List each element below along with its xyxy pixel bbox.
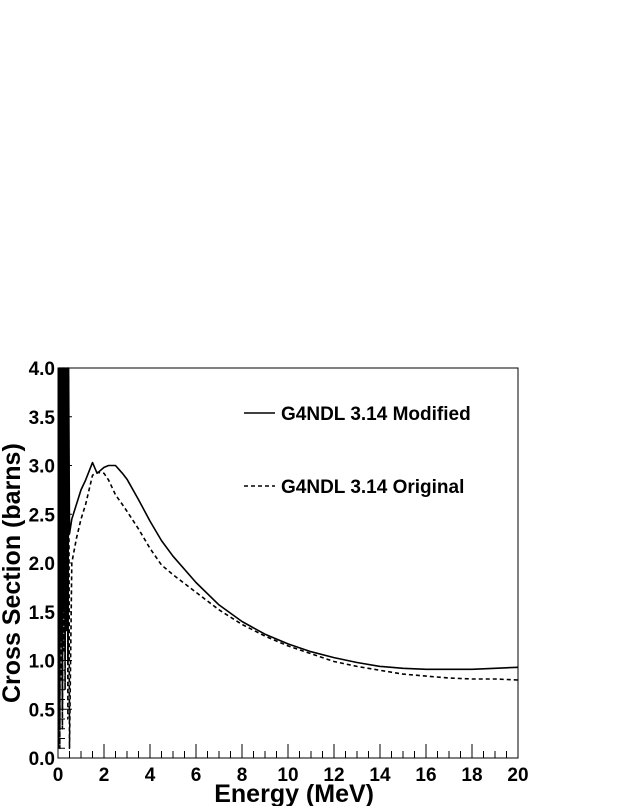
x-tick-label: 20 [507,765,528,786]
y-axis-title: Cross Section (barns) [0,443,26,703]
plot-frame [57,367,519,759]
x-tick-label: 4 [145,765,156,786]
x-axis-title: Energy (MeV) [214,780,374,806]
axis-ticks [57,367,519,759]
legend-label: G4NDL 3.14 Original [281,477,464,498]
y-tick-label: 3.5 [29,408,56,429]
tick-labels: 0 2 4 6 8 10 12 14 16 18 20 0.0 0.5 1.0 1.5 2.0 2.5 3.0 3.… [29,359,529,786]
y-tick-label: 1.5 [29,603,56,624]
x-tick-label: 2 [99,765,110,786]
y-tick-label: 1.0 [29,652,55,673]
y-tick-label: 0.5 [29,700,56,721]
x-tick-label: 18 [461,765,482,786]
x-tick-label: 8 [237,765,248,786]
y-tick-label: 2.5 [29,505,56,526]
legend: G4NDL 3.14 Modified G4NDL 3.14 Original [244,404,471,498]
x-tick-label: 14 [369,765,391,786]
y-tick-label: 0.0 [29,749,55,770]
x-tick-label: 12 [323,765,344,786]
x-tick-label: 10 [277,765,298,786]
x-tick-label: 6 [191,765,202,786]
y-tick-label: 2.0 [29,554,55,575]
series-line [57,367,519,750]
x-tick-label: 0 [53,765,64,786]
legend-label: G4NDL 3.14 Modified [281,404,471,425]
x-tick-label: 16 [415,765,436,786]
series-lines [57,367,519,750]
y-tick-label: 3.0 [29,457,55,478]
y-tick-label: 4.0 [29,359,55,380]
series-line [57,367,519,749]
